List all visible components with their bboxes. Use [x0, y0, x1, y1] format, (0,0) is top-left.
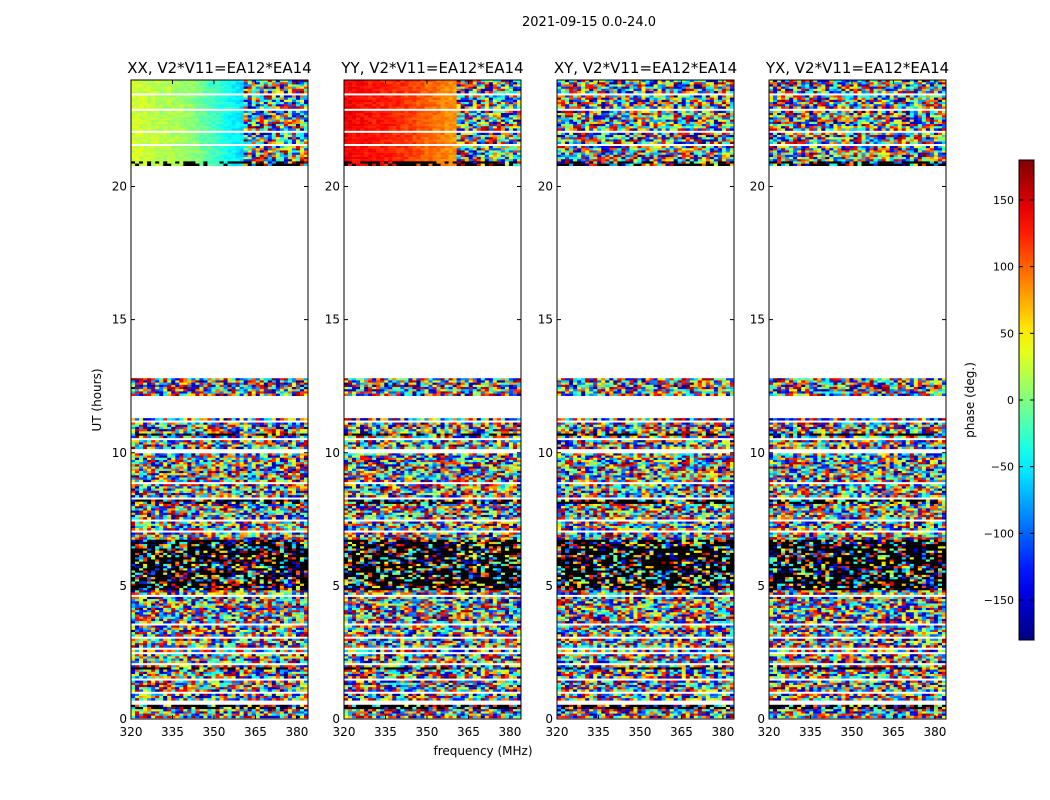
panel-3: XY, V2*V11=EA12*EA14 320 335 350 365 380 0 5 10 1… [538, 59, 737, 739]
y-axis-label: UT (hours) [90, 368, 104, 431]
colorbar-tick-label: 0 [1007, 394, 1014, 407]
y-tick-label: 10 [112, 446, 127, 460]
colorbar-ticks: 150 100 50 0 −50 −100 −150 [984, 194, 1034, 607]
colorbar-tick-label: −100 [984, 527, 1014, 540]
x-tick-label: 335 [374, 725, 397, 739]
x-tick-label: 350 [841, 725, 864, 739]
y-tick-label: 10 [325, 446, 340, 460]
colorbar: 150 100 50 0 −50 −100 −150 phase (deg.) [963, 159, 1035, 641]
x-tick-label: 380 [923, 725, 946, 739]
y-tick-label: 10 [750, 446, 765, 460]
panel-frame [556, 79, 735, 720]
colorbar-label: phase (deg.) [963, 362, 977, 438]
x-axis-label: frequency (MHz) [433, 744, 532, 758]
y-tick-label: 20 [112, 180, 127, 194]
y-tick-label: 5 [757, 579, 765, 593]
y-tick-label: 15 [112, 313, 127, 327]
phase-image [557, 80, 734, 719]
panel-frame [343, 79, 522, 720]
y-tick-label: 15 [325, 313, 340, 327]
x-tick-label: 320 [333, 725, 356, 739]
panel-frame [130, 79, 309, 720]
y-tick-label: 20 [750, 180, 765, 194]
colorbar-tick-label: −150 [984, 594, 1014, 607]
panel-frame [768, 79, 947, 720]
colorbar-tick-label: 100 [993, 261, 1014, 274]
x-tick-label: 320 [120, 725, 143, 739]
y-tick-label: 10 [538, 446, 553, 460]
y-tick-label: 20 [325, 180, 340, 194]
x-tick-label: 380 [498, 725, 521, 739]
x-tick-label: 365 [244, 725, 267, 739]
x-tick-label: 365 [457, 725, 480, 739]
panels: XX, V2*V11=EA12*EA14 320 335 350 365 380 0 5 10 1… [112, 59, 949, 739]
panel-title: XX, V2*V11=EA12*EA14 [127, 59, 311, 77]
panel-title: YY, V2*V11=EA12*EA14 [340, 59, 523, 77]
x-tick-label: 380 [711, 725, 734, 739]
x-tick-label: 365 [882, 725, 905, 739]
x-tick-label: 380 [285, 725, 308, 739]
colorbar-tick-label: −50 [991, 461, 1014, 474]
phase-image [769, 80, 946, 719]
y-tick-label: 0 [119, 712, 127, 726]
x-tick-label: 350 [416, 725, 439, 739]
phase-image [131, 80, 308, 719]
x-tick-label: 350 [629, 725, 652, 739]
y-tick-label: 0 [332, 712, 340, 726]
panel-1: XX, V2*V11=EA12*EA14 320 335 350 365 380 0 5 10 1… [112, 59, 312, 739]
y-tick-label: 15 [750, 313, 765, 327]
x-tick-label: 320 [546, 725, 569, 739]
y-tick-label: 5 [545, 579, 553, 593]
y-tick-label: 5 [332, 579, 340, 593]
panel-title: YX, V2*V11=EA12*EA14 [765, 59, 949, 77]
panel-2: YY, V2*V11=EA12*EA14 320 335 350 365 380 0 5 10 1… [325, 59, 524, 739]
colorbar-tick-label: 50 [1000, 327, 1014, 340]
y-tick-label: 5 [119, 579, 127, 593]
y-tick-label: 20 [538, 180, 553, 194]
y-tick-label: 0 [545, 712, 553, 726]
colorbar-tick-label: 150 [993, 194, 1014, 207]
y-tick-label: 15 [538, 313, 553, 327]
x-tick-label: 365 [670, 725, 693, 739]
panel-4: YX, V2*V11=EA12*EA14 320 335 350 365 380 0 5 10 1… [750, 59, 949, 739]
x-tick-label: 320 [758, 725, 781, 739]
figure-title: 2021-09-15 0.0-24.0 [522, 15, 656, 30]
y-tick-label: 0 [757, 712, 765, 726]
phase-image [344, 80, 521, 719]
panel-title: XY, V2*V11=EA12*EA14 [554, 59, 737, 77]
x-tick-label: 335 [587, 725, 610, 739]
x-tick-label: 335 [161, 725, 184, 739]
x-tick-label: 335 [799, 725, 822, 739]
x-tick-label: 350 [203, 725, 226, 739]
